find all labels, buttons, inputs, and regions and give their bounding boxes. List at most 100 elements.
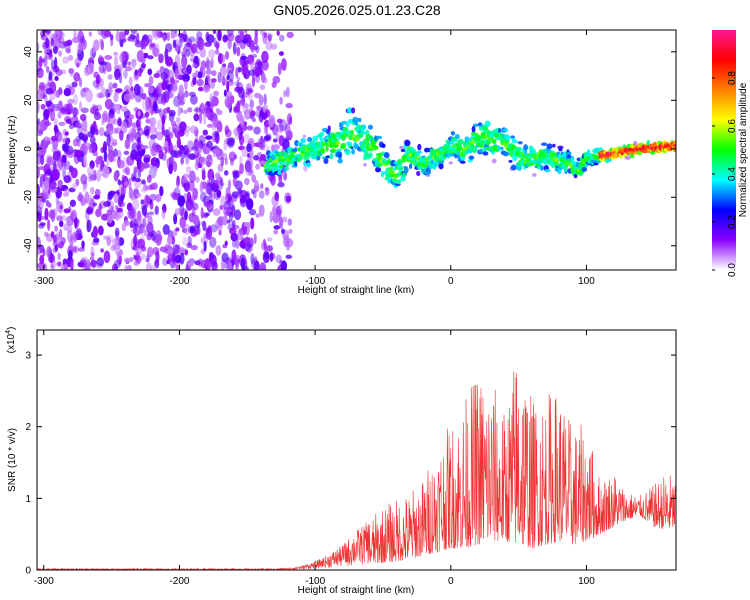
spectrogram-noise-cell [130, 86, 134, 93]
spectrogram-noise-cell [147, 211, 155, 216]
spectrogram-noise-cell [67, 54, 74, 61]
spectrogram-noise-cell [113, 51, 119, 56]
spectrogram-noise-cell [257, 138, 265, 145]
spectrogram-noise-cell [247, 88, 254, 94]
spectrogram-signal-cell [406, 159, 411, 163]
spectrogram-noise-cell [245, 83, 252, 95]
spectrogram-noise-cell [73, 72, 81, 82]
spectrogram-noise-cell [74, 216, 78, 229]
spectrogram-signal-cell [398, 167, 404, 172]
spectrogram-noise-cell [198, 111, 203, 124]
spectrogram-signal-cell [484, 120, 491, 128]
spectrogram-noise-cell [57, 252, 61, 261]
spectrogram-noise-cell [262, 31, 268, 45]
spectrogram-signal-cell [277, 170, 282, 175]
spectrogram-noise-cell [163, 67, 170, 80]
spectrogram-noise-cell [186, 140, 194, 152]
snr-panel: -300 -200 -100 0 100 0 1 2 3 Height of straight … [5, 327, 677, 596]
spectrogram-noise-cell [72, 232, 78, 243]
spectrogram-noise-cell [185, 42, 192, 48]
spectrogram-noise-cell [62, 128, 68, 136]
spectrogram-signal-cell [459, 160, 466, 164]
spectrogram-noise-cell [223, 200, 231, 211]
snr-xtick-label: -300 [34, 576, 54, 587]
spectrogram-noise-cell [180, 51, 185, 56]
spectrogram-noise-cell [57, 181, 63, 189]
spectrogram-noise-cell [170, 30, 176, 40]
spectrogram-signal-cell [302, 134, 307, 138]
spectrogram-ylabel: Frequency (Hz) [7, 116, 18, 185]
spectrogram-signal-cell [284, 166, 290, 171]
spectrogram-noise-cell [92, 109, 96, 114]
spectrogram-noise-cell [115, 251, 124, 257]
spectrogram-noise-cell [112, 82, 118, 89]
spectrogram-signal-cell [624, 155, 631, 160]
spectrogram-noise-cell [255, 163, 261, 170]
spectrogram-signal-cell [498, 127, 502, 134]
spectrogram-noise-cell [104, 55, 113, 61]
spectrogram-noise-cell [255, 109, 263, 118]
spectrogram-noise-cell [128, 206, 137, 219]
spectrogram-noise-cell [45, 37, 50, 49]
spectrogram-noise-cell [90, 252, 95, 257]
spectrogram-signal-cell [503, 151, 510, 157]
spectrogram-noise-cell [236, 79, 240, 92]
spectrogram-noise-cell [92, 237, 100, 243]
spectrogram-noise-cell [114, 227, 120, 238]
spectrogram-noise-cell [194, 141, 203, 154]
spectrogram-noise-cell [209, 92, 214, 105]
spectrogram-signal-cell [368, 152, 373, 158]
spectrogram-signal-cell [266, 167, 273, 172]
spectrogram-noise-cell [175, 227, 180, 232]
spectrogram-noise-cell [85, 89, 93, 103]
spectrogram-noise-cell [243, 124, 248, 131]
spectrogram-noise-cell [53, 118, 58, 126]
spectrogram-noise-cell [244, 236, 251, 245]
spectrogram-noise-cell [67, 98, 75, 104]
spectrogram-signal-cell [350, 129, 354, 135]
spectrogram-noise-cell [124, 264, 128, 270]
spectrogram-noise-cell [188, 153, 197, 160]
spectrogram-noise-cell [173, 213, 178, 225]
spectrogram-noise-cell [190, 244, 198, 251]
spectrogram-noise-cell [239, 189, 248, 199]
spectrogram-noise-cell [86, 142, 92, 150]
spectrogram-noise-cell [83, 128, 89, 137]
spectrogram-noise-cell [116, 207, 123, 213]
spectrogram-noise-cell [220, 78, 228, 83]
spectrogram-noise-cell [189, 57, 196, 62]
spectrogram-noise-cell [216, 189, 222, 198]
spectrogram-noise-cell [217, 31, 222, 42]
spectrogram-noise-cell [280, 58, 287, 71]
spectrogram-noise-cell [249, 110, 256, 117]
spectrogram-noise-cell [57, 261, 62, 267]
spectrogram-noise-cell [231, 220, 236, 228]
spectrogram-noise-cell [65, 145, 74, 156]
spectrogram-signal-cell [381, 143, 386, 148]
spectrogram-noise-cell [52, 261, 58, 267]
spectrogram-noise-cell [59, 228, 63, 239]
spectrogram-noise-cell [141, 205, 148, 216]
spectrogram-noise-cell [246, 243, 253, 253]
spectrogram-noise-cell [279, 96, 283, 105]
spectrogram-noise-cell [178, 121, 187, 132]
spectrogram-noise-cell [120, 120, 128, 134]
spectrogram-noise-cell [191, 205, 196, 218]
spectrogram-noise-cell [170, 149, 178, 158]
spectrogram-noise-cell [44, 174, 50, 183]
spectrogram-noise-cell [97, 225, 104, 236]
spectrogram-noise-cell [42, 248, 46, 257]
spectrogram-noise-cell [69, 199, 76, 207]
spectrogram-noise-cell [203, 201, 212, 208]
spectrogram-noise-cell [149, 43, 156, 48]
spectrogram-signal-cell [293, 160, 298, 167]
spectrogram-noise-cell [250, 253, 255, 265]
spectrogram-noise-cell [205, 227, 211, 234]
spectrogram-noise-cell [273, 191, 278, 201]
spectrogram-noise-cell [96, 257, 105, 267]
spectrogram-noise-cell [221, 54, 226, 63]
spectrogram-noise-cell [43, 136, 51, 142]
spectrogram-noise-cell [114, 235, 121, 246]
spectrogram-noise-cell [37, 165, 41, 179]
